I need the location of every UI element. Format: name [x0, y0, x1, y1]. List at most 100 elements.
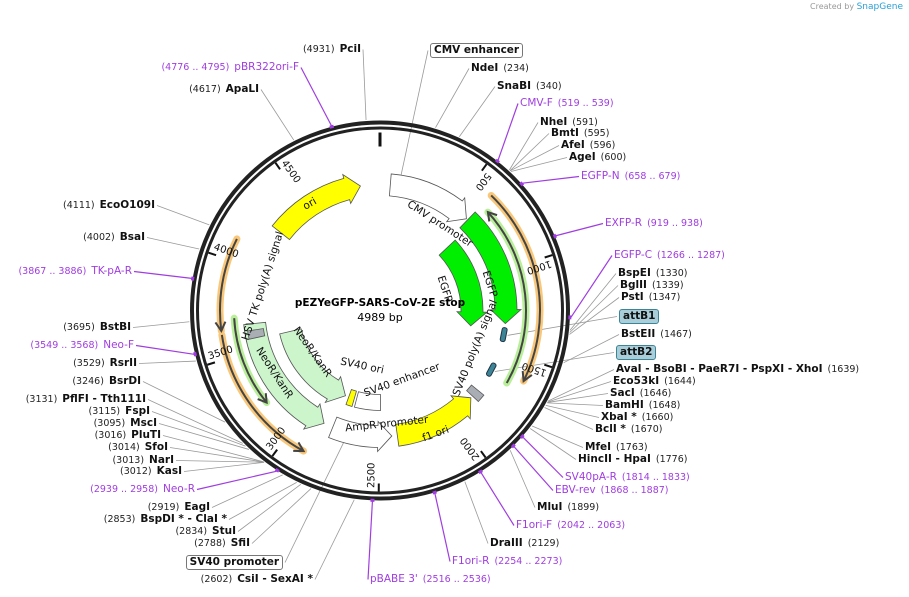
label-name: BstEII	[621, 328, 656, 340]
backbone-outer-ring	[190, 120, 570, 501]
site-label-agei[interactable]: AgeI (600)	[569, 151, 631, 164]
label-position: (1639)	[827, 364, 860, 375]
site-label-mlui[interactable]: MluI (1899)	[537, 501, 604, 514]
feature-neor-kanr	[243, 321, 325, 430]
site-label-fspi[interactable]: (3115) FspI	[84, 405, 150, 418]
leader-line	[228, 482, 297, 520]
label-position: (3549 .. 3568)	[30, 340, 99, 351]
tick-mark	[271, 449, 278, 457]
snapgene-credit[interactable]: Created by SnapGene	[810, 2, 903, 12]
label-position: (1339)	[651, 280, 684, 291]
site-label-draiii[interactable]: DraIII (2129)	[490, 537, 564, 550]
label-name: BglII	[620, 279, 647, 291]
primer-label-neo-f[interactable]: (3549 .. 3568) Neo-F	[25, 339, 134, 352]
site-label-bspei[interactable]: BspEI (1330)	[618, 267, 692, 280]
label-position: (3529)	[73, 358, 105, 369]
primer-label-cmv-f[interactable]: CMV-F (519 .. 539)	[520, 97, 619, 110]
site-label-bstbi[interactable]: (3695) BstBI	[58, 321, 131, 334]
primer-label-f1ori-r[interactable]: F1ori-R (2254 .. 2273)	[452, 555, 567, 568]
feature-label-attb2[interactable]: attB2	[616, 345, 657, 360]
site-label-bsteii[interactable]: BstEII (1467)	[621, 328, 697, 341]
site-label-nari[interactable]: (3013) NarI	[107, 454, 174, 467]
site-label-saci[interactable]: SacI (1646)	[610, 387, 676, 400]
label-name: KasI	[156, 465, 182, 477]
site-label-ecoo109i[interactable]: (4111) EcoO109I	[58, 199, 155, 212]
label-name: CsiI - SexAI *	[237, 573, 313, 585]
leader-line	[284, 435, 348, 563]
site-label-bsai[interactable]: (4002) BsaI	[78, 231, 145, 244]
site-label-sfii[interactable]: (2788) SfiI	[189, 537, 250, 550]
site-label-bcli[interactable]: BclI * (1670)	[595, 423, 667, 436]
primer-label-egfp-c[interactable]: EGFP-C (1266 .. 1287)	[614, 249, 730, 262]
site-label-bamhi[interactable]: BamHI (1648)	[605, 399, 685, 412]
label-position: (2788)	[194, 538, 226, 549]
label-name: EGFP-N	[581, 170, 620, 182]
site-label-csii-sexai[interactable]: (2602) CsiI - SexAI *	[196, 573, 313, 586]
snapgene-logo: SnapGene	[856, 2, 903, 12]
label-name: BspEI	[618, 267, 651, 279]
label-position: (4111)	[63, 200, 95, 211]
label-position: (596)	[589, 140, 616, 151]
site-label-rsrii[interactable]: (3529) RsrII	[68, 357, 137, 370]
leader-line	[399, 50, 429, 183]
label-name: NheI	[540, 116, 568, 128]
site-label-sfoi[interactable]: (3014) SfoI	[103, 441, 168, 454]
feature-neor-kanr	[279, 328, 346, 404]
primer-label-egfp-n[interactable]: EGFP-N (658 .. 679)	[581, 170, 685, 183]
primer-label-pbabe-3[interactable]: pBABE 3' (2516 .. 2536)	[370, 573, 496, 586]
site-label-psti[interactable]: PstI (1347)	[621, 291, 685, 304]
green-orf-line	[233, 318, 268, 404]
site-label-nhei[interactable]: NheI (591)	[540, 116, 603, 129]
site-label-pluti[interactable]: (3016) PluTI	[90, 429, 161, 442]
label-name: HincII - HpaI	[578, 453, 651, 465]
label-position: (595)	[583, 128, 610, 139]
site-label-apali[interactable]: (4617) ApaLI	[184, 83, 259, 96]
leader-line	[509, 450, 536, 508]
site-label-bspdi-clai[interactable]: (2853) BspDI * - ClaI *	[99, 513, 227, 526]
site-label-avai-bsobi-paer7i-pspxi-xhoi[interactable]: AvaI - BsoBI - PaeR7I - PspXI - XhoI (163…	[616, 363, 864, 376]
site-label-hincii-hpai[interactable]: HincII - HpaI (1776)	[578, 453, 692, 466]
primer-label-exfp-r[interactable]: EXFP-R (919 .. 938)	[605, 217, 708, 230]
primer-label-ebv-rev[interactable]: EBV-rev (1868 .. 1887)	[555, 484, 674, 497]
leader-line	[169, 447, 264, 463]
site-label-stui[interactable]: (2834) StuI	[170, 525, 236, 538]
site-label-eagi[interactable]: (2919) EagI	[143, 501, 210, 514]
site-label-bglii[interactable]: BglII (1339)	[620, 279, 689, 292]
leader-line	[509, 133, 550, 171]
site-label-bsrdi[interactable]: (3246) BsrDI	[67, 375, 141, 388]
site-label-bmti[interactable]: BmtI (595)	[551, 127, 614, 140]
feature-label-cmv-enhancer[interactable]: CMV enhancer	[430, 43, 524, 58]
site-label-pflfi-tth111i[interactable]: (3131) PflFI - Tth111I	[21, 393, 146, 406]
primer-label-sv40pa-r[interactable]: SV40pA-R (1814 .. 1833)	[565, 471, 695, 484]
site-label-kasi[interactable]: (3012) KasI	[115, 465, 182, 478]
site-label-snabi[interactable]: SnaBI (340)	[497, 80, 567, 93]
tick-mark	[543, 363, 553, 369]
site-label-pcii[interactable]: (4931) PciI	[298, 43, 361, 56]
site-label-eco53ki[interactable]: Eco53kI (1644)	[613, 375, 701, 388]
leader-line	[367, 501, 374, 580]
primer-label-f1ori-f[interactable]: F1ori-F (2042 .. 2063)	[516, 519, 630, 532]
leader-line	[183, 461, 265, 472]
feature-egfp	[438, 239, 489, 327]
backbone-inner-ring	[196, 126, 564, 495]
label-name: RsrII	[109, 357, 137, 369]
feature-label-sv40-promoter[interactable]: SV40 promoter	[185, 555, 283, 570]
leader-line	[480, 472, 515, 526]
site-label-xbai[interactable]: XbaI * (1660)	[601, 411, 678, 424]
label-position: (1899)	[567, 502, 600, 513]
primer-mark	[552, 233, 557, 239]
label-position: (1646)	[639, 388, 672, 399]
label-position: (1644)	[664, 376, 696, 387]
site-label-msci[interactable]: (3095) MscI	[89, 417, 157, 430]
site-label-mfei[interactable]: MfeI (1763)	[585, 441, 653, 454]
site-label-afei[interactable]: AfeI (596)	[561, 139, 620, 152]
label-position: (1660)	[641, 412, 674, 423]
feature-label-attb1[interactable]: attB1	[619, 309, 660, 324]
primer-label-pbr322ori-f[interactable]: (4776 .. 4795) pBR322ori-F	[156, 61, 299, 74]
label-name: DraIII	[490, 537, 523, 549]
feature-cmv-enhancer	[388, 173, 467, 223]
site-label-ndei[interactable]: NdeI (234)	[471, 62, 534, 75]
primer-label-tk-pa-r[interactable]: (3867 .. 3886) TK-pA-R	[13, 265, 132, 278]
tick-mark	[207, 361, 216, 366]
primer-label-neo-r[interactable]: (2939 .. 2958) Neo-R	[85, 483, 195, 496]
